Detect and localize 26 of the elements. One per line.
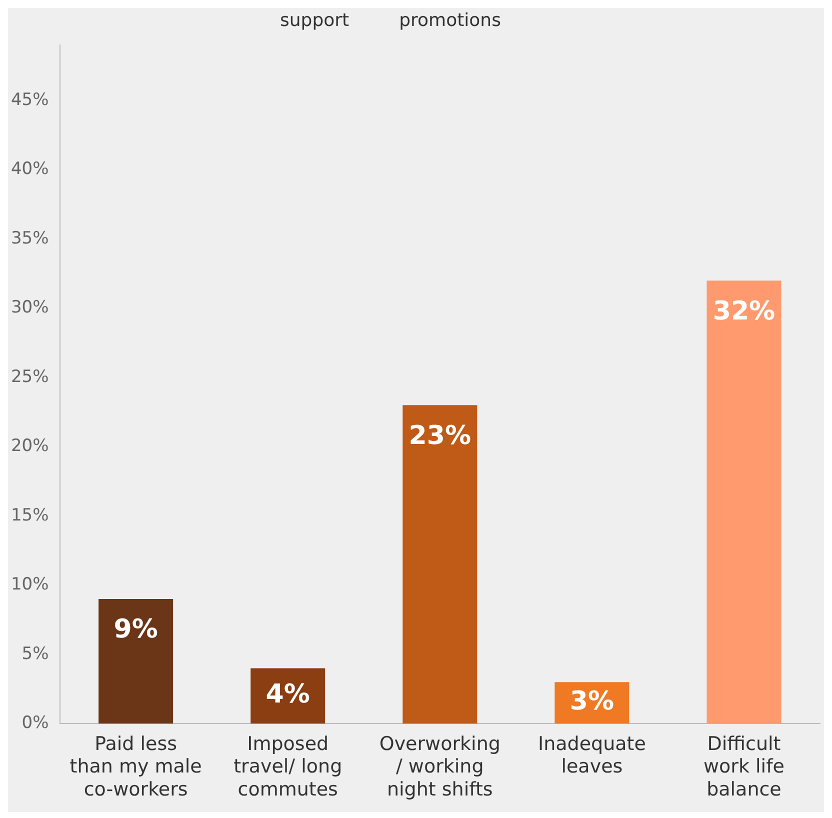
data-label: 4% — [266, 680, 310, 710]
bar — [98, 598, 174, 724]
x-tick-label: Inadequate leaves — [538, 732, 646, 778]
text: promotions — [399, 10, 501, 30]
data-label: 3% — [570, 686, 614, 717]
y-tick-label: 20% — [10, 436, 49, 456]
x-tick-label: Overworking / working night shifts — [379, 732, 500, 801]
bar — [402, 405, 478, 724]
y-tick-label: 45% — [10, 90, 49, 110]
bar — [706, 280, 782, 724]
x-tick-label: Difficult work life balance — [703, 732, 784, 801]
data-label: 23% — [408, 420, 472, 451]
text: support — [280, 10, 350, 30]
y-tick-label: 25% — [10, 366, 49, 387]
x-tick-label: Paid less than my male co-workers — [70, 732, 202, 801]
y-tick-label: 10% — [10, 574, 49, 595]
y-tick-label: 40% — [10, 159, 49, 180]
y-tick-label: 15% — [10, 505, 49, 526]
y-tick-label: 0% — [22, 713, 49, 734]
data-label: 32% — [712, 296, 776, 326]
y-tick-label: 30% — [10, 298, 49, 318]
x-tick-label: Imposed travel/ long commutes — [234, 732, 342, 801]
y-tick-label: 5% — [22, 644, 49, 664]
bar — [250, 668, 326, 724]
y-tick-label: 35% — [10, 228, 49, 248]
data-label: 9% — [114, 614, 158, 645]
